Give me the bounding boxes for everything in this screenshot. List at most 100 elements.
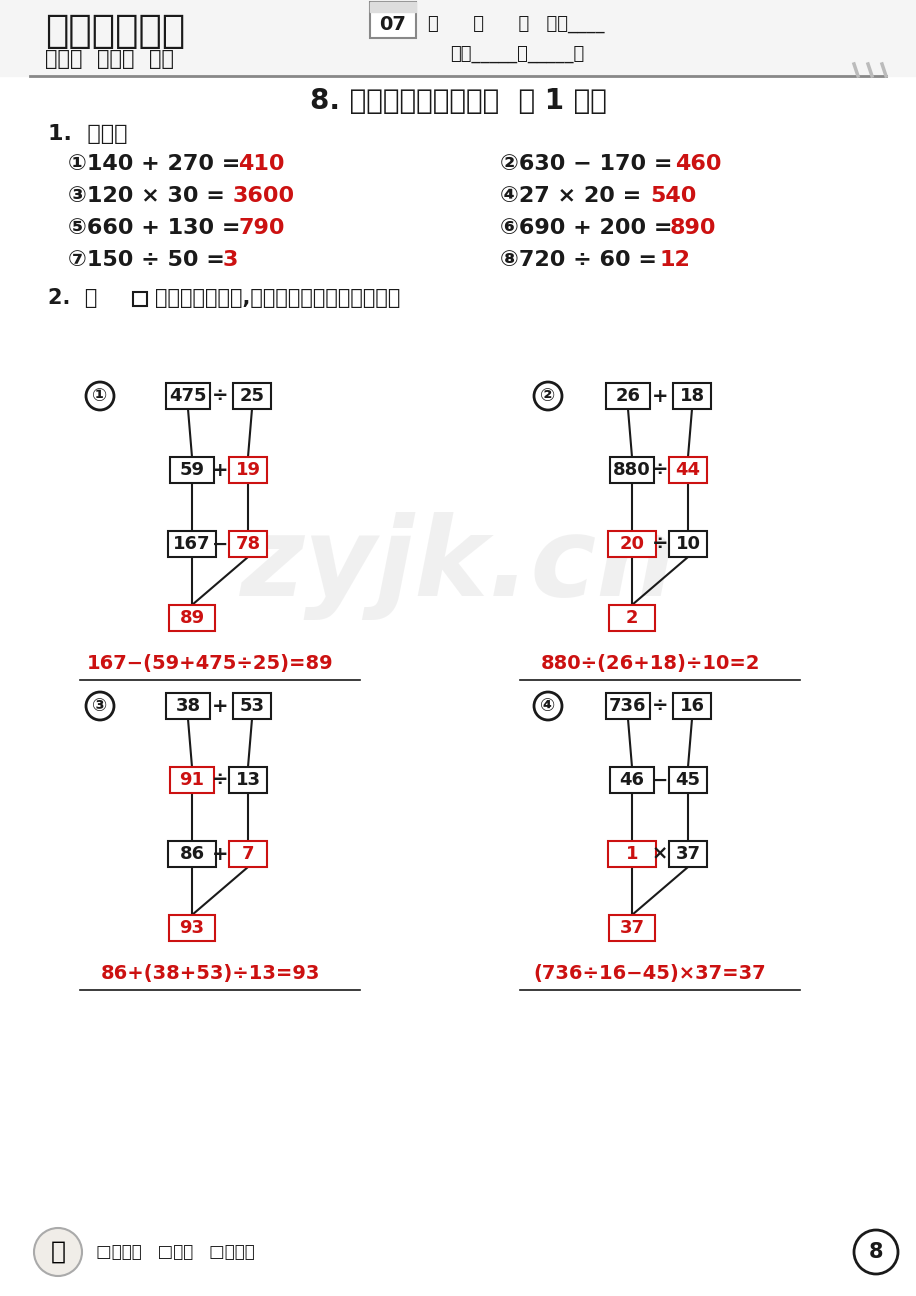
Text: 44: 44 [675,461,701,480]
Text: ①140 + 270 =: ①140 + 270 = [68,154,240,174]
Text: 790: 790 [238,218,285,238]
FancyBboxPatch shape [610,767,654,793]
Text: zyjk.cn: zyjk.cn [240,512,676,619]
Text: 2: 2 [626,609,638,627]
Circle shape [854,1230,898,1274]
Text: ÷: ÷ [652,696,669,715]
Text: 475: 475 [169,388,207,404]
Text: 167−(59+475÷25)=89: 167−(59+475÷25)=89 [87,654,333,674]
Text: ×: × [652,845,668,863]
Text: 93: 93 [180,919,204,937]
Text: ①: ① [93,388,107,404]
Text: 18: 18 [680,388,704,404]
Text: ÷: ÷ [652,534,669,553]
FancyBboxPatch shape [229,457,267,483]
FancyBboxPatch shape [166,693,210,719]
FancyBboxPatch shape [610,457,654,483]
Text: 用时_____分_____秒: 用时_____分_____秒 [450,45,584,64]
Text: ③120 × 30 =: ③120 × 30 = [68,187,224,206]
Text: 25: 25 [239,388,265,404]
Text: ÷: ÷ [652,460,669,480]
Text: ⑥690 + 200 =: ⑥690 + 200 = [500,218,672,238]
Text: 26: 26 [616,388,640,404]
FancyBboxPatch shape [608,841,656,867]
Text: 89: 89 [180,609,204,627]
Text: +: + [212,845,228,863]
Text: 8: 8 [868,1242,883,1262]
Text: +: + [212,460,228,480]
Text: +: + [212,696,228,715]
FancyBboxPatch shape [166,384,210,410]
Text: ÷: ÷ [212,771,228,789]
FancyBboxPatch shape [229,841,267,867]
Bar [0,0,916,76]
FancyBboxPatch shape [133,292,147,306]
FancyBboxPatch shape [606,384,650,410]
Text: 53: 53 [239,697,265,715]
Circle shape [86,382,114,410]
FancyBboxPatch shape [233,384,271,410]
Text: 19: 19 [235,461,260,480]
Text: ⑦150 ÷ 50 =: ⑦150 ÷ 50 = [68,250,224,270]
Text: −: − [212,534,228,553]
Text: 37: 37 [675,845,701,863]
FancyBboxPatch shape [170,767,214,793]
Text: 880: 880 [613,461,651,480]
Text: 1: 1 [626,845,638,863]
Text: 1.  口算。: 1. 口算。 [48,124,127,144]
Text: +: + [652,386,669,406]
FancyBboxPatch shape [229,767,267,793]
Text: 880÷(26+18)÷10=2: 880÷(26+18)÷10=2 [540,654,759,674]
Text: 91: 91 [180,771,204,789]
Text: 2.  在: 2. 在 [48,288,97,308]
Text: 167: 167 [173,535,211,553]
Text: −: − [652,771,668,789]
Text: 736: 736 [609,697,647,715]
Text: 540: 540 [650,187,696,206]
FancyBboxPatch shape [673,693,711,719]
FancyBboxPatch shape [669,457,707,483]
Text: 10: 10 [675,535,701,553]
Text: 890: 890 [670,218,716,238]
Text: 里填上适当的数,再在横线上列出综合算式。: 里填上适当的数,再在横线上列出综合算式。 [155,288,400,308]
FancyBboxPatch shape [669,841,707,867]
FancyBboxPatch shape [609,605,655,631]
FancyBboxPatch shape [168,841,216,867]
Text: ④: ④ [540,697,556,715]
Circle shape [534,692,562,721]
Text: 78: 78 [235,535,260,553]
Text: 45: 45 [675,771,701,789]
Circle shape [86,692,114,721]
FancyBboxPatch shape [233,693,271,719]
Text: 3600: 3600 [233,187,295,206]
Text: 37: 37 [619,919,645,937]
Text: 8. 有小括号的四则运算  第 1 课时: 8. 有小括号的四则运算 第 1 课时 [310,87,606,115]
Text: 38: 38 [176,697,201,715]
Text: (736÷16−45)×37=37: (736÷16−45)×37=37 [534,964,767,984]
Text: ⑤660 + 130 =: ⑤660 + 130 = [68,218,241,238]
Text: ②: ② [540,388,556,404]
Text: 16: 16 [680,697,704,715]
Text: 3: 3 [223,250,238,270]
FancyBboxPatch shape [169,915,215,941]
FancyBboxPatch shape [169,605,215,631]
Text: 13: 13 [235,771,260,789]
Circle shape [34,1229,82,1277]
Bar [370,3,416,12]
Text: 86: 86 [180,845,204,863]
FancyBboxPatch shape [170,457,214,483]
FancyBboxPatch shape [673,384,711,410]
Text: 410: 410 [238,154,285,174]
Text: 七彩口算题卡: 七彩口算题卡 [45,12,185,51]
Text: 12: 12 [660,250,691,270]
Text: ④27 × 20 =: ④27 × 20 = [500,187,641,206]
FancyBboxPatch shape [229,531,267,557]
Circle shape [534,382,562,410]
Text: 460: 460 [675,154,722,174]
FancyBboxPatch shape [608,531,656,557]
Text: 🐿: 🐿 [50,1240,66,1264]
FancyBboxPatch shape [669,531,707,557]
Text: 07: 07 [379,14,407,34]
Text: ③: ③ [93,697,107,715]
Text: □你真棒   □很好   □加油哦: □你真棒 □很好 □加油哦 [96,1243,255,1261]
